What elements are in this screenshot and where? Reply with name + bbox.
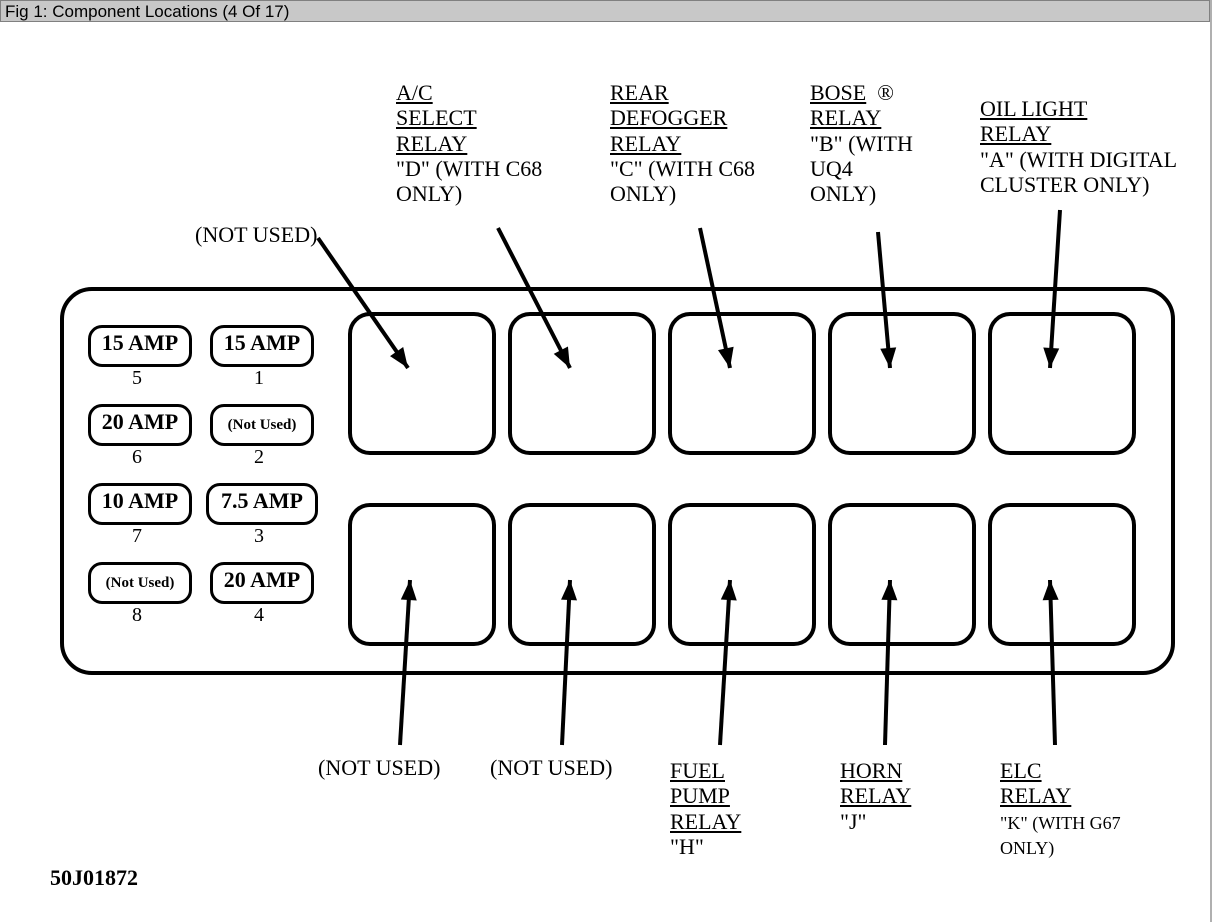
label-sub: "C" (WITH C68ONLY) xyxy=(610,156,755,206)
fuse-8-label: (Not Used) xyxy=(91,576,189,591)
fuse-8: (Not Used) xyxy=(88,562,192,604)
fuse-4-label: 20 AMP xyxy=(213,569,311,591)
relay-top-3-rear-defog xyxy=(668,312,816,455)
fuse-5-label: 15 AMP xyxy=(91,332,189,354)
label-elc-relay: ELC RELAY "K" (WITH G67ONLY) xyxy=(1000,758,1121,859)
fuse-2-label: (Not Used) xyxy=(213,418,311,433)
relay-top-5-oil-light xyxy=(988,312,1136,455)
label-line: RELAY xyxy=(396,131,467,156)
relay-bot-3-fuel-pump xyxy=(668,503,816,646)
label-line: REAR xyxy=(610,80,669,105)
fuse-5-number: 5 xyxy=(127,367,147,390)
label-line: FUEL xyxy=(670,758,725,783)
label-bottom-not-used-1: (NOT USED) xyxy=(318,755,440,780)
fuse-1-label: 15 AMP xyxy=(213,332,311,354)
label-line: BOSE xyxy=(810,80,866,105)
relay-bot-2-not-used xyxy=(508,503,656,646)
label-bose-relay: BOSE ® RELAY "B" (WITHUQ4ONLY) xyxy=(810,80,913,206)
fuse-1: 15 AMP xyxy=(210,325,314,367)
relay-bot-4-horn xyxy=(828,503,976,646)
relay-bot-1-not-used xyxy=(348,503,496,646)
fuse-7: 10 AMP xyxy=(88,483,192,525)
label-text: (NOT USED) xyxy=(318,755,440,780)
trademark-icon: ® xyxy=(877,80,894,105)
fuse-6-number: 6 xyxy=(127,446,147,469)
label-text: (NOT USED) xyxy=(490,755,612,780)
title-text: Fig 1: Component Locations (4 Of 17) xyxy=(5,2,289,21)
label-line: RELAY xyxy=(1000,783,1071,808)
fuse-2-number: 2 xyxy=(249,446,269,469)
label-line: SELECT xyxy=(396,105,477,130)
label-line: OIL LIGHT xyxy=(980,96,1087,121)
fuse-4-number: 4 xyxy=(249,604,269,627)
fuse-7-label: 10 AMP xyxy=(91,490,189,512)
fuse-5: 15 AMP xyxy=(88,325,192,367)
fuse-3-number: 3 xyxy=(249,525,269,548)
label-line: RELAY xyxy=(810,105,881,130)
label-line: RELAY xyxy=(980,121,1051,146)
fuse-4: 20 AMP xyxy=(210,562,314,604)
label-sub: "K" (WITH G67ONLY) xyxy=(1000,813,1121,858)
fuse-3: 7.5 AMP xyxy=(206,483,318,525)
label-sub: "J" xyxy=(840,809,867,834)
label-rear-defogger-relay: REAR DEFOGGER RELAY "C" (WITH C68ONLY) xyxy=(610,80,755,206)
label-top-not-used: (NOT USED) xyxy=(195,222,317,247)
diagram-canvas: Fig 1: Component Locations (4 Of 17) 15 … xyxy=(0,0,1214,922)
label-sub: "H" xyxy=(670,834,704,859)
label-line: A/C xyxy=(396,80,433,105)
fuse-6-label: 20 AMP xyxy=(91,411,189,433)
label-line: HORN xyxy=(840,758,902,783)
fuse-3-label: 7.5 AMP xyxy=(209,490,315,512)
label-text: (NOT USED) xyxy=(195,222,317,247)
label-line: RELAY xyxy=(610,131,681,156)
relay-top-2-ac-select xyxy=(508,312,656,455)
label-horn-relay: HORN RELAY "J" xyxy=(840,758,911,834)
fuse-6: 20 AMP xyxy=(88,404,192,446)
frame-border-right xyxy=(1210,0,1212,922)
fuse-8-number: 8 xyxy=(127,604,147,627)
label-sub: "B" (WITHUQ4ONLY) xyxy=(810,131,913,207)
label-oil-light-relay: OIL LIGHT RELAY "A" (WITH DIGITALCLUSTER… xyxy=(980,96,1177,197)
fuse-2: (Not Used) xyxy=(210,404,314,446)
document-number: 50J01872 xyxy=(50,865,138,891)
label-line: RELAY xyxy=(670,809,741,834)
label-ac-select-relay: A/C SELECT RELAY "D" (WITH C68ONLY) xyxy=(396,80,542,206)
label-line: RELAY xyxy=(840,783,911,808)
fuse-7-number: 7 xyxy=(127,525,147,548)
label-line: ELC xyxy=(1000,758,1042,783)
label-fuel-pump-relay: FUEL PUMP RELAY "H" xyxy=(670,758,741,859)
label-sub: "A" (WITH DIGITALCLUSTER ONLY) xyxy=(980,147,1177,197)
relay-top-4-bose xyxy=(828,312,976,455)
window-titlebar: Fig 1: Component Locations (4 Of 17) xyxy=(0,0,1210,22)
label-bottom-not-used-2: (NOT USED) xyxy=(490,755,612,780)
fuse-1-number: 1 xyxy=(249,367,269,390)
relay-bot-5-elc xyxy=(988,503,1136,646)
label-sub: "D" (WITH C68ONLY) xyxy=(396,156,542,206)
label-line: DEFOGGER xyxy=(610,105,727,130)
label-line: PUMP xyxy=(670,783,730,808)
relay-top-1-not-used xyxy=(348,312,496,455)
